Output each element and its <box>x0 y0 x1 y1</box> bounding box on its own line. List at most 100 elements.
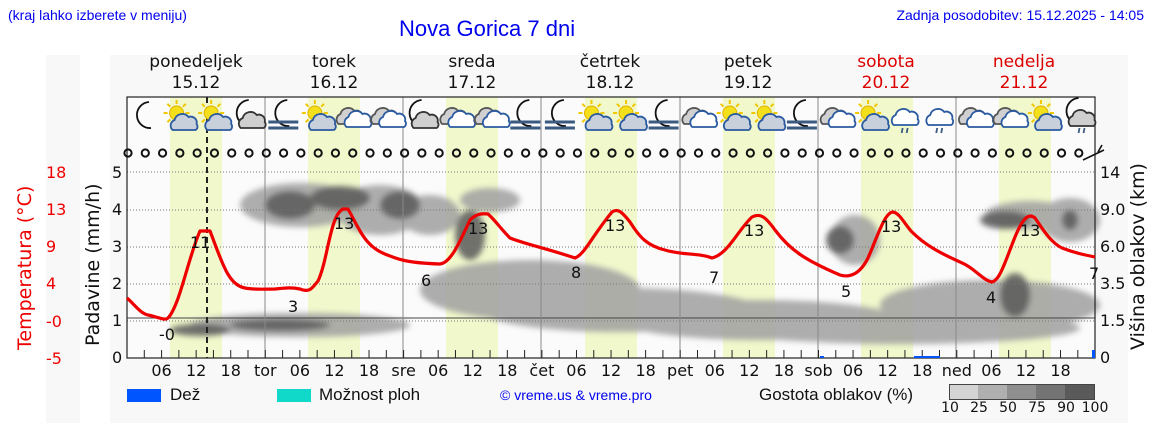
cloud-tick: 14 <box>1100 163 1121 182</box>
calm-wind-icon <box>1074 148 1084 158</box>
calm-wind-icon <box>227 148 237 158</box>
calm-wind-icon <box>486 148 496 158</box>
cloud-axis-label: Višina oblakov (km) <box>1127 163 1149 350</box>
calm-wind-icon <box>417 148 427 158</box>
moon-fog-icon <box>510 99 541 130</box>
rain-tick: 2 <box>112 274 123 293</box>
day-header-sun: nedelja 21.12 <box>992 52 1056 93</box>
cloud-icon <box>681 107 719 128</box>
sun-cloud-icon <box>198 100 233 131</box>
calm-wind-icon <box>901 148 911 158</box>
calm-wind-icon <box>676 148 686 158</box>
calm-wind-icon <box>209 148 220 158</box>
temp-label: 13 <box>1020 221 1041 240</box>
plot-frame <box>126 96 1096 359</box>
calm-wind-icon <box>693 148 704 158</box>
calm-wind-icon <box>278 148 289 158</box>
temp-label: 6 <box>421 271 432 290</box>
cloud-drizzle-icon <box>890 108 920 134</box>
sun-cloud-icon <box>1027 100 1063 131</box>
showers-legend-label: Možnost ploh <box>319 385 421 404</box>
moon-icon <box>136 101 152 129</box>
moon-fog-icon <box>786 99 817 130</box>
rain-tick: 3 <box>112 237 123 256</box>
calm-wind-icon <box>849 148 859 158</box>
moon-fog-icon <box>268 99 299 130</box>
calm-wind-icon <box>970 148 980 158</box>
sun-cloud-icon <box>613 100 648 131</box>
x-tick-label: 12 <box>739 361 760 380</box>
calm-wind-icon <box>400 148 410 158</box>
calm-wind-icon <box>1039 148 1049 158</box>
cloud-tick: 0 <box>1100 348 1111 367</box>
temp-label: -0 <box>159 325 175 344</box>
calm-wind-icon <box>987 148 997 158</box>
x-tick-label: 06 <box>427 361 449 380</box>
temp-label: 13 <box>744 221 765 240</box>
sun-cloud-icon <box>301 100 337 131</box>
last-updated: Zadnja posodobitev: 15.12.2025 - 14:05 <box>896 7 1144 23</box>
sun-cloud-icon <box>751 100 787 131</box>
cloud-icon <box>958 107 995 128</box>
day-header-wed: sreda 17.12 <box>447 52 497 93</box>
calm-wind-icon <box>780 148 790 158</box>
cloud-tick: 6.0 <box>1100 237 1126 256</box>
temp-label: 13 <box>605 216 626 235</box>
copyright-link[interactable]: © vreme.us & vreme.pro <box>500 387 652 403</box>
x-tick-label: pet <box>667 361 694 380</box>
wind-barb-icon <box>1082 144 1105 161</box>
x-tick-label: ned <box>941 361 972 380</box>
sun-cloud-icon <box>578 100 614 131</box>
calm-wind-icon <box>313 148 323 158</box>
temp-tick: 18 <box>46 163 67 182</box>
x-tick-label: 18 <box>773 361 795 380</box>
x-tick-label: 12 <box>600 361 622 380</box>
calm-wind-icon <box>884 148 894 158</box>
temp-axis-label: Temperatura (°C) <box>14 185 36 350</box>
cloud-drizzle-icon <box>925 108 955 134</box>
calm-wind-icon <box>382 148 392 158</box>
location-hint[interactable]: (kraj lahko izberete v meniju) <box>8 7 187 23</box>
cloud-icon <box>474 107 511 128</box>
day-header-mon: ponedeljek 15.12 <box>149 52 243 93</box>
sun-cloud-icon <box>163 100 199 131</box>
rain-axis-label: Padavine (mm/h) <box>82 183 104 346</box>
left-axis-panel <box>46 55 80 423</box>
moon-fog-icon <box>544 99 575 130</box>
calm-wind-icon <box>659 148 669 158</box>
rain-tick: 1 <box>112 311 123 330</box>
calm-wind-icon <box>728 148 738 158</box>
calm-wind-icon <box>192 148 202 158</box>
calm-wind-icon <box>451 148 462 158</box>
calm-wind-icon <box>330 148 341 158</box>
day-header-fri: petek 19.12 <box>723 52 773 93</box>
calm-wind-icon <box>711 148 721 158</box>
calm-wind-icon <box>123 148 133 158</box>
x-tick-label: 06 <box>981 361 1002 380</box>
moon-drizzle-icon <box>1065 97 1097 134</box>
temp-tick: -5 <box>46 349 62 368</box>
temp-label: 7 <box>1089 264 1100 283</box>
showers-swatch <box>277 389 311 402</box>
calm-wind-icon <box>745 148 755 158</box>
x-tick-label: 12 <box>462 361 483 380</box>
x-tick-label: 06 <box>842 361 864 380</box>
temp-label: 5 <box>841 282 852 301</box>
calm-wind-icon <box>296 148 306 158</box>
day-separators <box>264 97 957 358</box>
calm-wind-icon <box>244 148 254 158</box>
calm-wind-icon <box>503 148 513 158</box>
calm-wind-icon <box>555 148 565 158</box>
x-tick-label: 12 <box>185 361 207 380</box>
x-tick-label: 06 <box>566 361 587 380</box>
temp-label: 13 <box>334 214 355 233</box>
x-tick-label: 18 <box>1050 361 1071 380</box>
x-tick-label: 06 <box>151 361 172 380</box>
cloud-icon <box>370 107 407 128</box>
calm-wind-icon <box>469 148 479 158</box>
calm-wind-icon <box>642 148 652 158</box>
wind-indicators <box>123 148 1084 158</box>
x-tick-label: 18 <box>635 361 656 380</box>
moon-cloud-icon <box>235 99 267 129</box>
